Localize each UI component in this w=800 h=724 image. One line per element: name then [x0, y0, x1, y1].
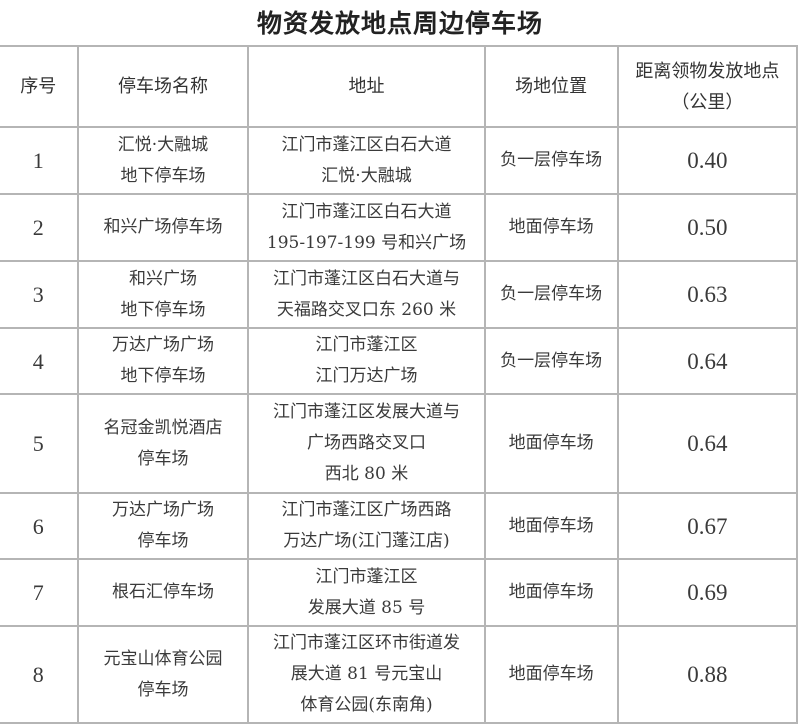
parking-name: 和兴广场 地下停车场: [76, 260, 250, 329]
header-name: 停车场名称: [76, 45, 250, 128]
parking-location: 负一层停车场: [483, 327, 619, 395]
parking-address: 江门市蓬江区 发展大道 85 号: [247, 558, 486, 627]
header-address: 地址: [247, 45, 486, 128]
parking-location: 负一层停车场: [483, 260, 619, 329]
parking-location: 地面停车场: [483, 193, 619, 262]
parking-table: 序号 停车场名称 地址 场地位置 距离领物发放地点 （公里） 1 汇悦·大融城 地下…: [0, 45, 799, 724]
row-number: 6: [0, 492, 79, 560]
parking-distance: 0.88: [616, 625, 799, 724]
document-title: 物资发放地点周边停车场: [256, 9, 543, 38]
row-number: 8: [0, 625, 79, 724]
header-location: 场地位置: [483, 45, 619, 128]
header-row: 序号 停车场名称 地址 场地位置 距离领物发放地点 （公里）: [0, 45, 799, 128]
parking-name: 元宝山体育公园 停车场: [76, 625, 250, 724]
name-line: 和兴广场停车场: [103, 217, 223, 237]
address-line: 195-197-199 号和兴广场: [266, 232, 467, 253]
address-line: 江门万达广场: [315, 366, 418, 386]
parking-distance: 0.69: [616, 558, 799, 627]
parking-distance: 0.40: [616, 126, 799, 195]
row-number: 4: [0, 327, 79, 395]
parking-address: 江门市蓬江区白石大道 汇悦·大融城: [247, 126, 486, 195]
address-line: 江门市蓬江区广场西路: [281, 500, 452, 520]
address-line: 江门市蓬江区白石大道: [281, 134, 452, 155]
row-number: 7: [0, 558, 79, 627]
table-row: 6 万达广场广场 停车场 江门市蓬江区广场西路 万达广场(江门蓬江店) 地面停车场 0.67: [0, 492, 799, 560]
address-line: 天福路交叉口东 260 米: [276, 299, 457, 320]
name-line: 汇悦·大融城: [117, 134, 209, 155]
table-row: 2 和兴广场停车场 江门市蓬江区白石大道 195-197-199 号和兴广场 地面停车场…: [0, 193, 799, 262]
parking-name: 万达广场广场 地下停车场: [76, 327, 250, 395]
parking-location: 地面停车场: [483, 625, 619, 724]
parking-name: 根石汇停车场: [76, 558, 250, 627]
parking-distance: 0.64: [616, 393, 799, 494]
parking-address: 江门市蓬江区白石大道与 天福路交叉口东 260 米: [247, 260, 486, 329]
parking-name: 和兴广场停车场: [76, 193, 250, 262]
row-number: 2: [0, 193, 79, 262]
parking-distance: 0.63: [616, 260, 799, 329]
header-distance-label: 距离领物发放地点: [635, 60, 780, 82]
name-line: 万达广场广场: [111, 500, 214, 520]
parking-address: 江门市蓬江区白石大道 195-197-199 号和兴广场: [247, 193, 486, 262]
name-line: 万达广场广场: [111, 335, 214, 355]
name-line: 根石汇停车场: [111, 582, 214, 602]
header-distance-unit: （公里）: [671, 91, 744, 113]
table-row: 5 名冠金凯悦酒店 停车场 江门市蓬江区发展大道与 广场西路交叉口 西北 80 米地面停车…: [0, 393, 799, 494]
header-no: 序号: [0, 45, 79, 128]
parking-address: 江门市蓬江区发展大道与 广场西路交叉口 西北 80 米: [247, 393, 486, 494]
address-line: 江门市蓬江区发展大道与: [273, 402, 460, 422]
table-row: 4 万达广场广场 地下停车场 江门市蓬江区 江门万达广场 负一层停车场 0.64: [0, 327, 799, 395]
name-line: 和兴广场: [128, 268, 197, 289]
name-line: 地下停车场: [120, 366, 206, 386]
parking-address: 江门市蓬江区 江门万达广场: [247, 327, 486, 395]
row-number: 3: [0, 260, 79, 329]
name-line: 停车场: [137, 679, 189, 700]
parking-name: 名冠金凯悦酒店 停车场: [76, 393, 250, 494]
name-line: 停车场: [137, 448, 189, 469]
parking-location: 地面停车场: [483, 558, 619, 627]
address-line: 西北 80 米: [324, 464, 409, 484]
address-line: 广场西路交叉口: [307, 433, 426, 453]
address-line: 展大道 81 号元宝山: [290, 664, 443, 684]
address-line: 江门市蓬江区环市街道发: [273, 633, 460, 653]
address-line: 江门市蓬江区: [315, 335, 418, 355]
parking-name: 汇悦·大融城 地下停车场: [76, 126, 250, 195]
address-line: 汇悦·大融城: [321, 165, 412, 186]
table-row: 3 和兴广场 地下停车场 江门市蓬江区白石大道与 天福路交叉口东 260 米负一层停车场…: [0, 260, 799, 329]
parking-location: 地面停车场: [483, 393, 619, 494]
name-line: 名冠金凯悦酒店: [103, 417, 223, 438]
parking-address: 江门市蓬江区广场西路 万达广场(江门蓬江店): [247, 492, 486, 560]
table-row: 8 元宝山体育公园 停车场 江门市蓬江区环市街道发 展大道 81 号元宝山 体育公园(东南…: [0, 625, 799, 724]
parking-distance: 0.64: [616, 327, 799, 395]
address-line: 江门市蓬江区白石大道: [281, 201, 452, 222]
parking-address: 江门市蓬江区环市街道发 展大道 81 号元宝山 体育公园(东南角): [247, 625, 486, 724]
address-line: 万达广场(江门蓬江店): [283, 531, 450, 551]
name-line: 地下停车场: [120, 165, 206, 186]
address-line: 体育公园(东南角): [300, 695, 433, 715]
address-line: 江门市蓬江区: [315, 566, 418, 587]
address-line: 发展大道 85 号: [307, 597, 426, 618]
row-number: 1: [0, 126, 79, 195]
name-line: 地下停车场: [120, 299, 206, 320]
header-distance: 距离领物发放地点 （公里）: [616, 45, 799, 128]
name-line: 停车场: [137, 531, 189, 551]
table-row: 7 根石汇停车场 江门市蓬江区 发展大道 85 号地面停车场 0.69: [0, 558, 799, 627]
address-line: 江门市蓬江区白石大道与: [273, 268, 460, 289]
parking-name: 万达广场广场 停车场: [76, 492, 250, 560]
name-line: 元宝山体育公园: [103, 648, 223, 669]
row-number: 5: [0, 393, 79, 494]
table-row: 1 汇悦·大融城 地下停车场 江门市蓬江区白石大道 汇悦·大融城 负一层停车场 0.40: [0, 126, 799, 195]
parking-location: 负一层停车场: [483, 126, 619, 195]
parking-distance: 0.50: [616, 193, 799, 262]
parking-location: 地面停车场: [483, 492, 619, 560]
parking-distance: 0.67: [616, 492, 799, 560]
